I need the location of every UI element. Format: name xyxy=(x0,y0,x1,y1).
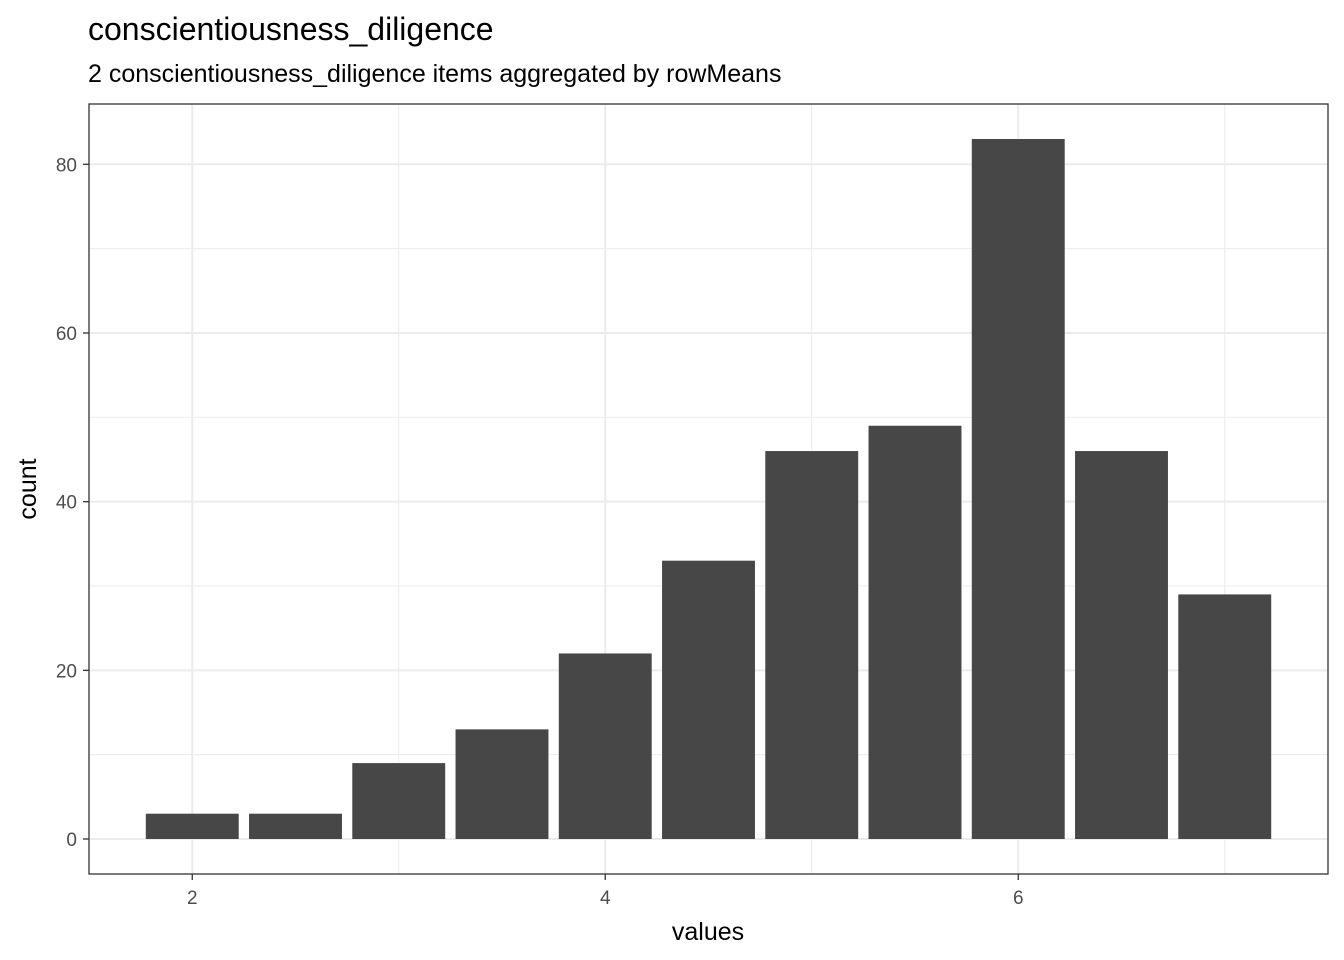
histogram-bar xyxy=(145,813,239,839)
histogram-bar xyxy=(662,560,755,839)
chart-subtitle: 2 conscientiousness_diligence items aggr… xyxy=(88,60,781,88)
histogram-bar xyxy=(1075,451,1168,839)
plot-area: 0 20 40 60 80 2 4 6 xyxy=(56,103,1329,909)
histogram-bar xyxy=(455,729,549,839)
y-tick-label: 80 xyxy=(56,155,77,176)
histogram-bar xyxy=(868,425,962,839)
x-axis-title: values xyxy=(672,918,744,946)
panel-border xyxy=(88,103,1329,875)
y-tick-label: 40 xyxy=(56,493,77,514)
chart-title: conscientiousness_diligence xyxy=(88,11,494,47)
x-tick-label: 2 xyxy=(187,888,198,909)
y-tick-label: 60 xyxy=(56,324,77,345)
x-tick-label: 6 xyxy=(1013,888,1024,909)
histogram-bar xyxy=(971,139,1065,839)
histogram-bar xyxy=(765,451,859,839)
y-tick-label: 20 xyxy=(56,661,77,682)
histogram-bar xyxy=(1178,594,1272,839)
x-tick-label: 4 xyxy=(600,888,611,909)
histogram-bar xyxy=(558,653,652,839)
y-tick-label: 0 xyxy=(66,830,77,851)
y-axis-title: count xyxy=(14,458,42,519)
histogram-bar xyxy=(352,763,446,839)
histogram-bar xyxy=(249,813,342,839)
